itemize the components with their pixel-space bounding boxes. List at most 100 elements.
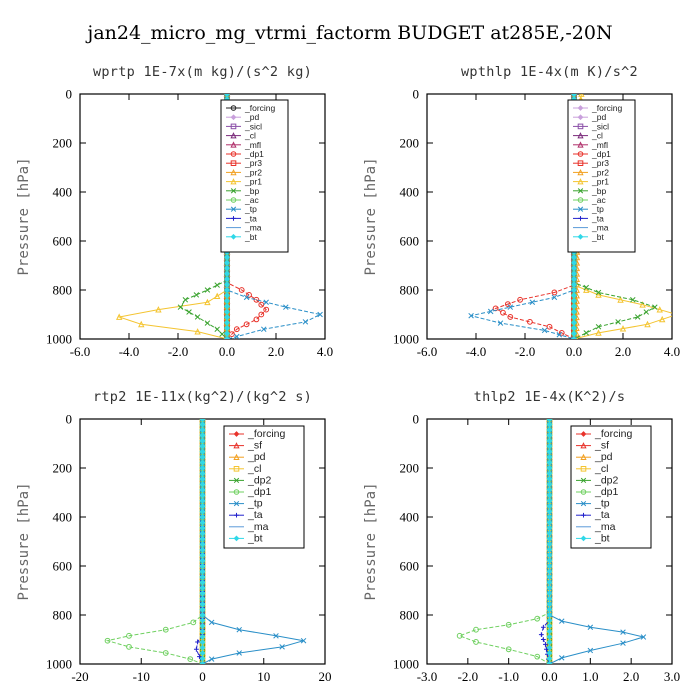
series-pr1-point xyxy=(138,320,145,328)
x-tick-label: -2.0 xyxy=(168,344,189,359)
series-bt-point xyxy=(199,628,206,635)
legend: _forcing_sf_pd_cl_dp2_dp1_tp_ta_ma_bt xyxy=(570,425,652,549)
plot-area xyxy=(104,419,307,664)
legend-marker xyxy=(230,168,237,176)
legend-marker xyxy=(230,114,237,121)
series-bt-point xyxy=(224,265,230,272)
legend-marker xyxy=(580,466,587,472)
series-dp1-line xyxy=(105,419,203,664)
series-dp1 xyxy=(492,94,577,339)
legend-label: _bt xyxy=(247,532,263,544)
series-tp-point xyxy=(587,624,594,631)
series-tp-point xyxy=(551,294,558,301)
legend: _forcing_pd_sicl_cl_mfl_dp1_pr3_pr2_pr1_… xyxy=(567,99,636,253)
legend-item-cl: _cl xyxy=(226,131,256,141)
series-dp1-line xyxy=(458,419,550,664)
series-bt-point xyxy=(546,650,553,657)
series-bt-point xyxy=(546,481,553,488)
y-tick-label: 1000 xyxy=(393,332,419,347)
x-tick-label: -4.0 xyxy=(466,344,487,359)
series-bp-point xyxy=(204,287,211,293)
legend-label: _dp1 xyxy=(247,486,272,498)
series-pr1-point xyxy=(675,312,680,317)
legend-item-ac: _ac xyxy=(573,195,606,205)
series-bp-point xyxy=(214,282,220,288)
series-bt-point xyxy=(199,432,206,439)
series-dp1-point xyxy=(456,632,463,639)
legend-label: _forcing xyxy=(244,103,276,113)
x-tick-label: -10 xyxy=(133,669,150,684)
legend-label: _ta xyxy=(591,213,604,223)
series-bt-point xyxy=(546,573,553,580)
series-bt-point xyxy=(546,655,553,662)
series-bt-point xyxy=(546,465,553,471)
legend-label: _ma xyxy=(594,521,616,533)
series-bt-point xyxy=(546,606,553,613)
series-tp-point xyxy=(620,629,626,635)
thlp2-panel-title: thlp2 1E-4x(K^2)/s xyxy=(474,389,626,405)
legend-box xyxy=(567,99,636,253)
legend-label: _forcing xyxy=(591,103,623,113)
legend-label: _dp1 xyxy=(594,486,619,498)
series-bp-point xyxy=(634,314,641,320)
series-tp-point xyxy=(234,333,240,339)
series-bp-point xyxy=(583,284,590,291)
series-bt-point xyxy=(199,579,206,586)
legend-marker xyxy=(234,512,239,518)
series-bt-point xyxy=(546,633,553,640)
series-bt-point xyxy=(199,519,206,526)
series-bt-point xyxy=(546,514,553,520)
series-bt-point xyxy=(546,419,553,422)
legend-item-bt: _bt xyxy=(226,232,257,242)
legend-marker xyxy=(233,535,240,542)
legend-marker xyxy=(233,500,240,507)
legend-marker xyxy=(233,489,240,495)
series-bt-point xyxy=(199,421,206,428)
legend-marker xyxy=(231,216,236,221)
series-bt-point xyxy=(224,297,230,304)
legend-item-sf: _sf xyxy=(576,440,609,452)
x-tick-label: 1.0 xyxy=(582,669,598,684)
series-pr1-point xyxy=(656,306,663,313)
legend-marker xyxy=(580,453,587,460)
series-tp-point xyxy=(279,644,285,650)
series-tp-point xyxy=(224,336,230,339)
legend-item-forcing: _forcing xyxy=(229,428,286,440)
series-dp1-point xyxy=(190,619,197,626)
series-bp-point xyxy=(194,314,201,320)
series-dp1-point xyxy=(500,309,506,316)
legend-item-cl: _cl xyxy=(573,131,603,141)
series-dp1-point xyxy=(505,621,512,628)
wprtp-panel-title: wprtp 1E-7x(m kg)/(s^2 kg) xyxy=(93,64,312,80)
series-tp-line xyxy=(549,419,646,664)
series-bt-point xyxy=(199,514,206,520)
legend-marker xyxy=(577,197,584,203)
series-bt-point xyxy=(224,314,230,321)
series-tp-point xyxy=(558,618,565,624)
series-bp-point xyxy=(595,323,602,330)
legend-item-ta: _ta xyxy=(226,213,257,223)
series-dp1-point xyxy=(507,314,514,320)
series-bt-point xyxy=(199,454,206,461)
series-bt-point xyxy=(199,448,206,455)
legend-item-sf: _sf xyxy=(229,440,262,452)
series-bt-point xyxy=(546,454,553,461)
series-bt-point xyxy=(199,601,206,608)
series-bt-point xyxy=(571,308,577,315)
series-bp-point xyxy=(204,320,211,326)
legend-box xyxy=(220,99,289,253)
series-bt-point xyxy=(546,443,553,450)
series-bt-point xyxy=(224,308,230,315)
series-bt-point xyxy=(224,254,230,261)
legend-marker xyxy=(580,489,587,495)
legend-item-dp1: _dp1 xyxy=(226,149,264,159)
legend-item-cl: _cl xyxy=(576,463,608,475)
legend-item-ma: _ma xyxy=(226,223,262,233)
series-ta-point xyxy=(538,632,544,637)
series-tp-point xyxy=(507,304,514,310)
series-ta-point xyxy=(540,637,546,642)
series-bt-point xyxy=(224,94,230,97)
y-axis-label: Pressure [hPa] xyxy=(16,157,32,275)
series-tp-point xyxy=(224,94,230,97)
series-tp-point xyxy=(571,336,577,339)
